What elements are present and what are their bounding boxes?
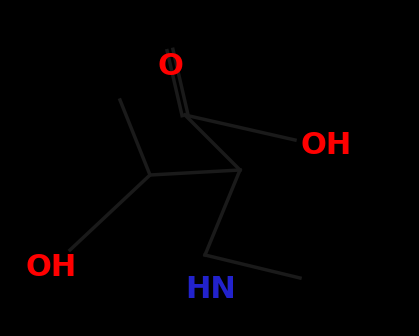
Text: OH: OH	[300, 130, 351, 160]
Text: OH: OH	[25, 253, 76, 283]
Text: O: O	[157, 52, 183, 81]
Text: HN: HN	[185, 276, 236, 304]
